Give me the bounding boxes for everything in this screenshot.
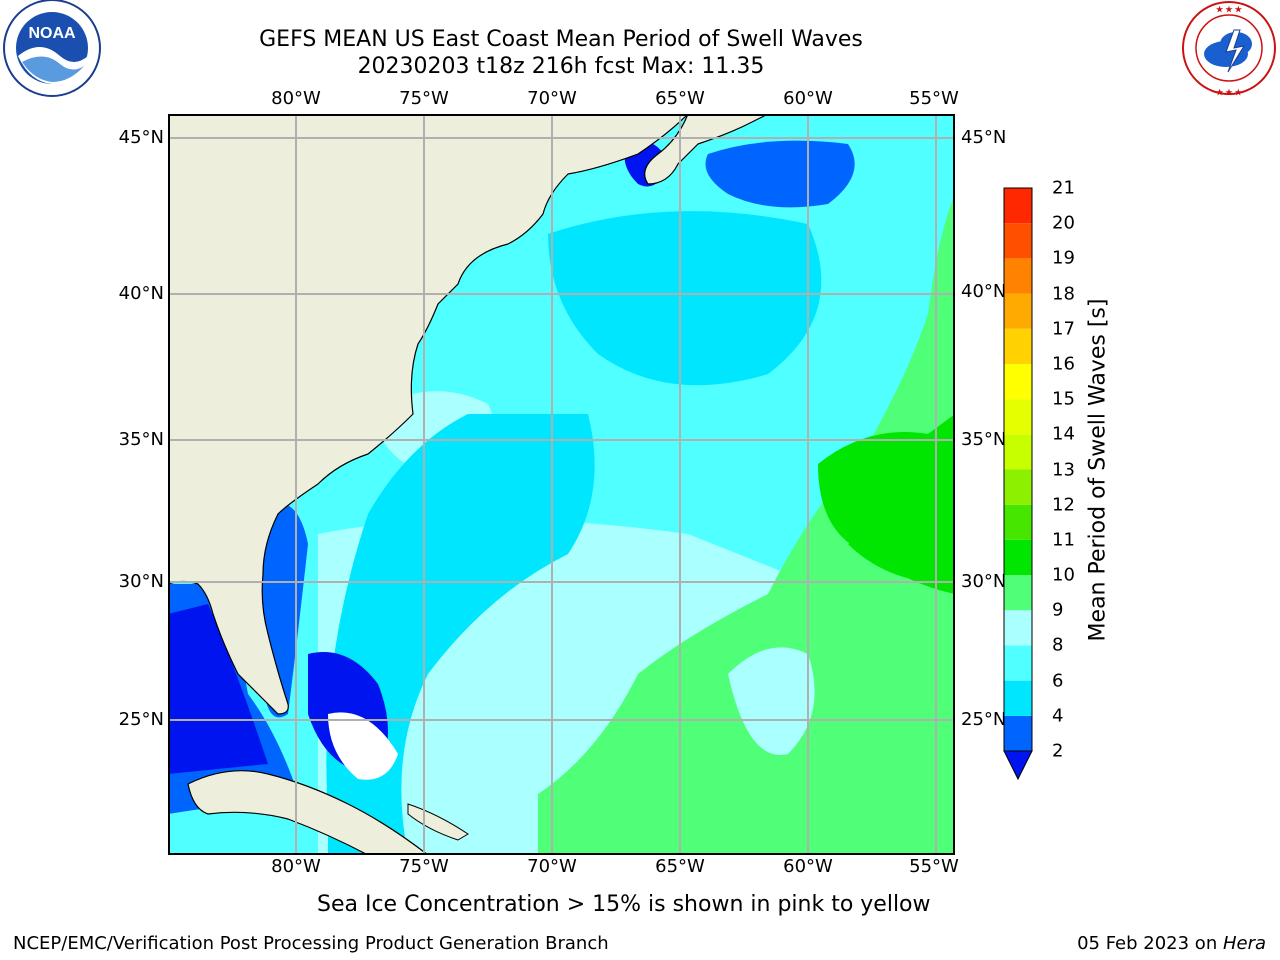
lat-tick-right-30n: 30°N [961,571,1007,592]
colorbar-tick-label: 15 [1052,388,1075,410]
sea-ice-note: Sea Ice Concentration > 15% is shown in … [317,892,931,917]
colorbar-tick-label: 10 [1052,564,1075,586]
lon-tick-top-70w: 70°W [527,88,577,109]
lon-tick-bottom-65w: 65°W [655,856,705,877]
lon-tick-top-65w: 65°W [655,88,705,109]
colorbar-bin [1004,680,1032,716]
period-4-6-zone [326,414,595,855]
colorbar-tick-label: 2 [1052,740,1064,762]
colorbar-frame [1003,187,1033,752]
colorbar-bin [1004,575,1032,611]
colorbar-tick-label: 9 [1052,599,1064,621]
us-mainland [167,113,690,715]
colorbar-bin [1004,434,1032,470]
colorbar-tick-label: 12 [1052,494,1075,516]
lat-tick-right-25n: 25°N [961,709,1007,730]
noaa-logo-text: NOAA [28,25,76,42]
swell-period-map [167,113,955,856]
footer-date-text: 05 Feb 2023 on [1077,933,1223,954]
lon-tick-bottom-80w: 80°W [271,856,321,877]
colorbar [1000,186,1040,786]
colorbar-bin [1004,363,1032,400]
grid [168,114,955,855]
colorbar-bin [1004,610,1032,646]
colorbar-bin [1004,293,1032,329]
svg-text:★ ★ ★: ★ ★ ★ [1216,5,1243,14]
lat-tick-right-45n: 45°N [961,127,1007,148]
colorbar-bin [1004,188,1032,224]
lat-tick-left-35n: 35°N [118,429,164,450]
footer-date: 05 Feb 2023 on Hera [1077,933,1266,954]
footer-machine: Hera [1222,933,1266,954]
colorbar-tick-label: 14 [1052,423,1075,445]
colorbar-tick-label: 11 [1052,529,1075,551]
plot-subtitle: 20230203 t18z 216h fcst Max: 11.35 [357,54,765,79]
lat-tick-left-45n: 45°N [118,127,164,148]
colorbar-bin [1004,258,1032,294]
colorbar-bin [1004,399,1032,435]
colorbar-tick-label: 17 [1052,318,1075,340]
svg-text:★ ★ ★: ★ ★ ★ [1216,88,1243,97]
footer-branch: NCEP/EMC/Verification Post Processing Pr… [13,933,609,954]
colorbar-tick-label: 18 [1052,283,1075,305]
colorbar-tick-label: 16 [1052,353,1075,375]
colorbar-bin [1004,469,1032,505]
colorbar-bin [1004,223,1032,259]
lon-tick-bottom-75w: 75°W [399,856,449,877]
lat-tick-right-40n: 40°N [961,281,1007,302]
noaa-logo: NOAA [0,0,104,100]
colorbar-tick-label: 20 [1052,212,1075,234]
colorbar-bin [1004,328,1032,364]
plot-title: GEFS MEAN US East Coast Mean Period of S… [259,27,863,52]
lat-tick-left-30n: 30°N [118,571,164,592]
period-2-4-zone-north [705,140,855,208]
colorbar-tick-label: 4 [1052,705,1064,727]
colorbar-title: Mean Period of Swell Waves [s] [1085,298,1111,642]
lon-tick-top-55w: 55°W [909,88,959,109]
map-panel [167,113,955,856]
colorbar-tick-label: 19 [1052,247,1075,269]
map-frame [168,114,955,855]
lon-tick-bottom-55w: 55°W [909,856,959,877]
lon-tick-top-75w: 75°W [399,88,449,109]
lat-tick-right-35n: 35°N [961,429,1007,450]
lat-tick-left-40n: 40°N [118,283,164,304]
lon-tick-top-80w: 80°W [271,88,321,109]
colorbar-bin [1004,715,1032,751]
colorbar-labels: 2 4 6 8 9 10 11 12 13 14 15 16 17 18 19 20 21 [1052,0,1092,960]
colorbar-tick-label: 6 [1052,670,1064,692]
period-9-10-zone [538,194,955,855]
lat-tick-left-25n: 25°N [118,709,164,730]
lon-tick-bottom-70w: 70°W [527,856,577,877]
colorbar-bin [1004,539,1032,576]
colorbar-swatches [1003,187,1033,781]
lon-tick-bottom-60w: 60°W [783,856,833,877]
colorbar-under-extension [1003,750,1033,781]
shallow-bank [328,712,398,780]
colorbar-tick-label: 13 [1052,459,1075,480]
colorbar-tick-label: 8 [1052,634,1064,656]
lon-tick-top-60w: 60°W [783,88,833,109]
colorbar-bin [1004,504,1032,540]
colorbar-bin [1004,645,1032,681]
nws-logo: ★ ★ ★ ★ ★ ★ [1178,0,1280,100]
colorbar-tick-label: 21 [1052,177,1075,199]
